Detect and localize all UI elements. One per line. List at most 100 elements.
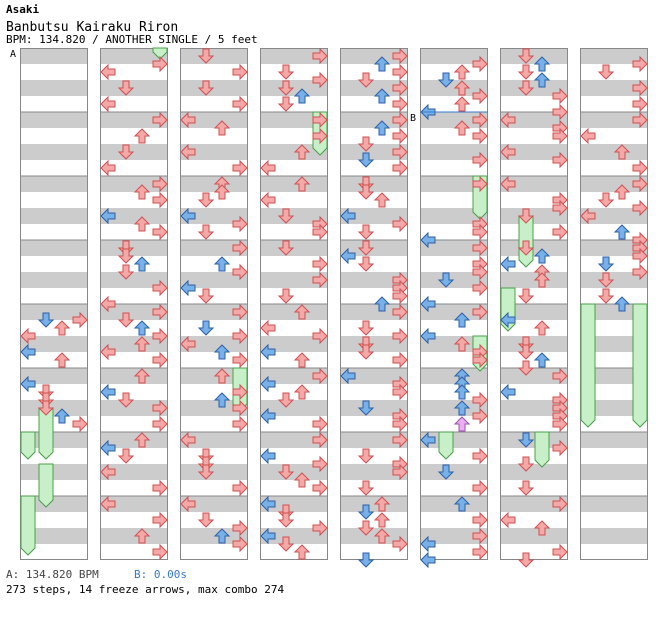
step-arrow (260, 319, 276, 337)
freeze-arrow (580, 303, 596, 428)
beat-stripe (20, 272, 88, 288)
step-arrow (472, 175, 488, 193)
beat-stripe (580, 528, 648, 544)
step-arrow (277, 288, 295, 304)
step-arrow (472, 223, 488, 241)
step-arrow (597, 288, 615, 304)
beat-stripe (580, 304, 648, 320)
step-arrow (552, 87, 568, 105)
step-arrow (213, 344, 231, 360)
step-arrow (420, 431, 436, 449)
beat-stripe (180, 176, 248, 192)
beat-stripe (180, 464, 248, 480)
step-arrow (312, 367, 328, 385)
step-arrow (357, 184, 375, 200)
beat-stripe (340, 80, 408, 96)
step-arrow (312, 327, 328, 345)
step-arrow (392, 47, 408, 65)
beat-stripe (500, 176, 568, 192)
step-arrow (472, 87, 488, 105)
step-arrow (472, 479, 488, 497)
step-arrow (392, 111, 408, 129)
beat-stripe (20, 80, 88, 96)
step-arrow (357, 520, 375, 536)
step-arrow (100, 63, 116, 81)
step-arrow (152, 279, 168, 297)
beat-stripe (580, 144, 648, 160)
step-arrow (213, 528, 231, 544)
step-arrow (392, 303, 408, 321)
step-arrow (260, 447, 276, 465)
beat-stripe (420, 464, 488, 480)
beat-stripe (180, 304, 248, 320)
beat-stripe (260, 464, 328, 480)
step-arrow (72, 415, 88, 433)
beat-stripe (500, 304, 568, 320)
step-arrow (260, 407, 276, 425)
step-arrow (72, 311, 88, 329)
beat-stripe (340, 528, 408, 544)
step-arrow (232, 327, 248, 345)
step-arrow (472, 447, 488, 465)
beat-stripe (420, 496, 488, 512)
step-arrow (472, 543, 488, 561)
beat-stripe (180, 272, 248, 288)
step-arrow (312, 47, 328, 65)
step-arrow (552, 367, 568, 385)
step-arrow (340, 367, 356, 385)
step-arrow (392, 143, 408, 161)
step-arrow (152, 191, 168, 209)
step-arrow (453, 120, 471, 136)
step-arrow (20, 343, 36, 361)
step-arrow (552, 543, 568, 561)
beat-stripe (180, 208, 248, 224)
step-arrow (100, 463, 116, 481)
beat-stripe (260, 528, 328, 544)
freeze-arrow (20, 431, 36, 460)
beat-stripe (500, 80, 568, 96)
beat-stripe (340, 240, 408, 256)
step-arrow (312, 271, 328, 289)
bpm-b-legend: B: 0.00s (134, 568, 187, 581)
step-arrow (277, 64, 295, 80)
step-arrow (213, 256, 231, 272)
step-arrow (472, 151, 488, 169)
beat-stripe (340, 336, 408, 352)
beat-stripe (580, 208, 648, 224)
step-arrow (180, 335, 196, 353)
step-arrow (373, 120, 391, 136)
step-arrow (420, 551, 436, 569)
step-arrow (232, 383, 248, 401)
beat-stripe (20, 208, 88, 224)
step-arrow (152, 399, 168, 417)
step-arrow (232, 479, 248, 497)
step-arrow (312, 479, 328, 497)
step-arrow (100, 383, 116, 401)
step-arrow (373, 496, 391, 512)
step-arrow (517, 552, 535, 568)
beat-stripe (420, 272, 488, 288)
step-arrow (552, 223, 568, 241)
beat-stripe (260, 336, 328, 352)
step-arrow (260, 159, 276, 177)
step-arrow (232, 303, 248, 321)
step-arrow (357, 400, 375, 416)
step-arrow (232, 351, 248, 369)
step-arrow (133, 128, 151, 144)
step-arrow (632, 159, 648, 177)
step-arrow (632, 79, 648, 97)
step-arrow (293, 384, 311, 400)
step-arrow (312, 431, 328, 449)
beat-stripe (180, 144, 248, 160)
beat-stripe (500, 496, 568, 512)
beat-stripe (20, 48, 88, 64)
step-arrow (293, 544, 311, 560)
step-arrow (277, 512, 295, 528)
beat-stripe (100, 112, 168, 128)
step-arrow (392, 63, 408, 81)
step-arrow (340, 207, 356, 225)
step-arrow (437, 272, 455, 288)
step-arrow (517, 360, 535, 376)
step-arrow (312, 111, 328, 129)
step-arrow (453, 80, 471, 96)
